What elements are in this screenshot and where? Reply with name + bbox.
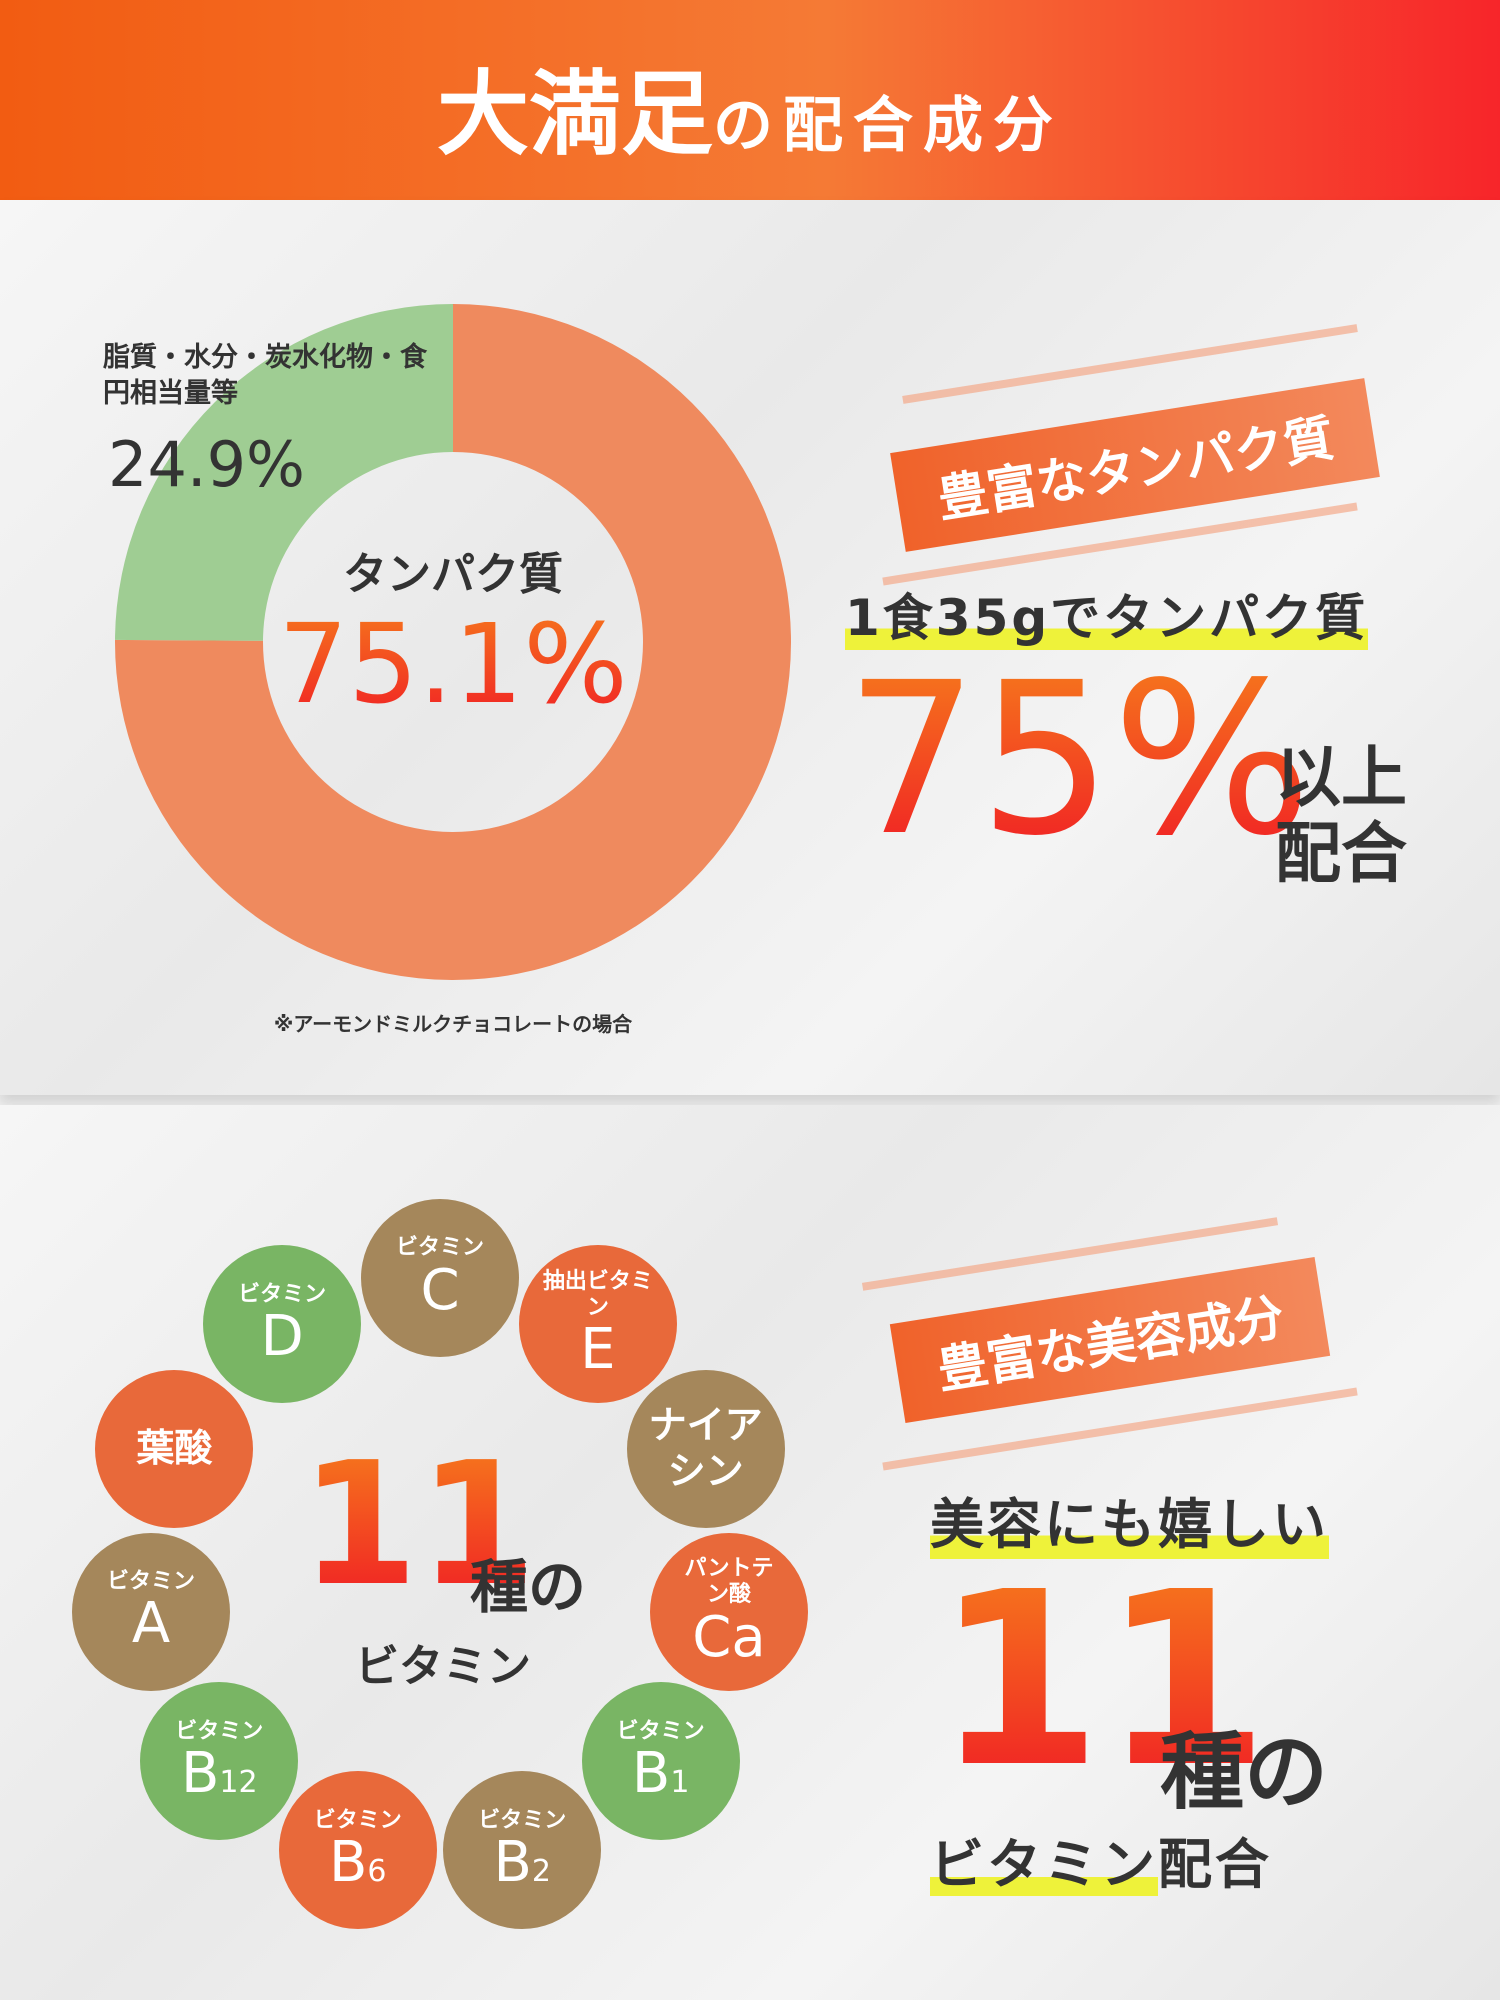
donut-segment xyxy=(115,304,792,980)
donut-label-other: 脂質・水分・炭水化物・食円相当量等 xyxy=(103,342,427,410)
vitamin-sub: 1 xyxy=(670,1765,690,1801)
vitamin-big: B1 xyxy=(632,1744,690,1804)
vitamin-letter: A xyxy=(131,1591,171,1657)
donut-segment xyxy=(115,304,454,641)
beauty-suffix-line: ビタミン配合 xyxy=(930,1820,1272,1899)
donut-value-other: 24.9% xyxy=(108,428,305,501)
vitamin-small: パントテン酸 xyxy=(684,1555,774,1608)
suffix-2: 配合 xyxy=(1275,814,1407,892)
vitamin-small: ビタミン xyxy=(478,1807,567,1833)
vitamin-circle: ビタミン B6 xyxy=(278,1771,437,1930)
vitamin-circle: ビタミン D xyxy=(203,1245,362,1404)
vitamin-big: B6 xyxy=(329,1833,387,1893)
vitamin-big: Ca xyxy=(692,1608,765,1668)
vitamin-big: D xyxy=(261,1307,304,1367)
vitamin-small: ビタミン xyxy=(616,1718,705,1744)
vitamin-small: 抽出ビタミン xyxy=(542,1268,653,1320)
vitamin-big: B2 xyxy=(494,1833,552,1893)
ring-label: ビタミン xyxy=(355,1641,531,1692)
title-sub: の配合成分 xyxy=(713,91,1063,161)
vitamin-small: ビタミン xyxy=(106,1568,195,1594)
vitamin-circle: ビタミン B2 xyxy=(443,1771,602,1930)
vitamin-circle: ビタミン B1 xyxy=(581,1682,740,1841)
vitamin-letter: E xyxy=(580,1317,616,1383)
vitamin-small: ビタミン xyxy=(313,1807,402,1833)
beauty-suffix: 配合 xyxy=(1158,1833,1272,1896)
vitamin-letter: Ca xyxy=(692,1604,766,1670)
vitamin-sub: 6 xyxy=(367,1853,387,1889)
vitamin-circle: ビタミン C xyxy=(361,1199,519,1357)
title-main: 大満足 xyxy=(436,61,713,168)
protein-big: 75% xyxy=(845,637,1312,882)
header-title: 大満足の配合成分 xyxy=(0,40,1500,173)
vitamin-small: ビタミン xyxy=(238,1281,327,1307)
beauty-unit: 種の xyxy=(1160,1723,1329,1821)
vitamin-circle: ナイアシン xyxy=(626,1369,785,1528)
beauty-vitamin: ビタミン xyxy=(930,1833,1158,1896)
ring-count: 11 xyxy=(300,1426,537,1624)
protein-suffix: 以上 配合 xyxy=(1275,740,1407,892)
vitamin-circle: パントテン酸 Ca xyxy=(650,1532,809,1691)
vitamin-circle: ビタミン B12 xyxy=(140,1682,299,1841)
ring-unit: 種の xyxy=(470,1553,587,1621)
note: ※アーモンドミルクチョコレートの場合 xyxy=(273,1012,633,1036)
vitamin-letter: B xyxy=(631,1741,671,1807)
vitamin-big: B12 xyxy=(181,1744,258,1804)
vitamin-circle: 葉酸 xyxy=(95,1369,254,1528)
vitamin-small: ビタミン xyxy=(395,1235,484,1261)
vitamin-letter: B xyxy=(181,1741,220,1807)
vitamin-letter: B xyxy=(493,1829,532,1895)
vitamin-label: 葉酸 xyxy=(136,1425,213,1470)
donut-label-main: タンパク質 xyxy=(343,549,563,600)
vitamin-big: A xyxy=(132,1594,170,1654)
donut-chart xyxy=(115,304,792,980)
beauty-line: 美容にも嬉しい xyxy=(930,1480,1329,1559)
suffix-1: 以上 xyxy=(1275,739,1407,816)
vitamin-ring: ビタミン C 抽出ビタミン E ナイアシン パントテン酸 Ca ビタミン B1 ビタミン B2 ビタミ… xyxy=(71,1199,809,1930)
vitamin-letter: D xyxy=(260,1304,304,1370)
vitamin-big: C xyxy=(420,1261,459,1321)
vitamin-big: E xyxy=(580,1320,615,1380)
vitamin-label: ナイアシン xyxy=(648,1403,763,1493)
vitamin-sub: 2 xyxy=(531,1853,552,1889)
vitamin-circle: ビタミン A xyxy=(71,1532,230,1691)
header: 大満足の配合成分 xyxy=(0,0,1500,200)
protein-line: 1食35gでタンパク質 xyxy=(845,578,1369,650)
vitamin-letter: C xyxy=(420,1257,460,1323)
vitamin-circle: 抽出ビタミン E xyxy=(518,1245,677,1404)
vitamin-small: ビタミン xyxy=(175,1718,264,1744)
vitamin-sub: 12 xyxy=(219,1765,258,1801)
vitamin-letter: B xyxy=(328,1829,368,1895)
donut-value-main: 75.1% xyxy=(253,600,653,728)
beauty-count: 11 xyxy=(935,1540,1269,1820)
